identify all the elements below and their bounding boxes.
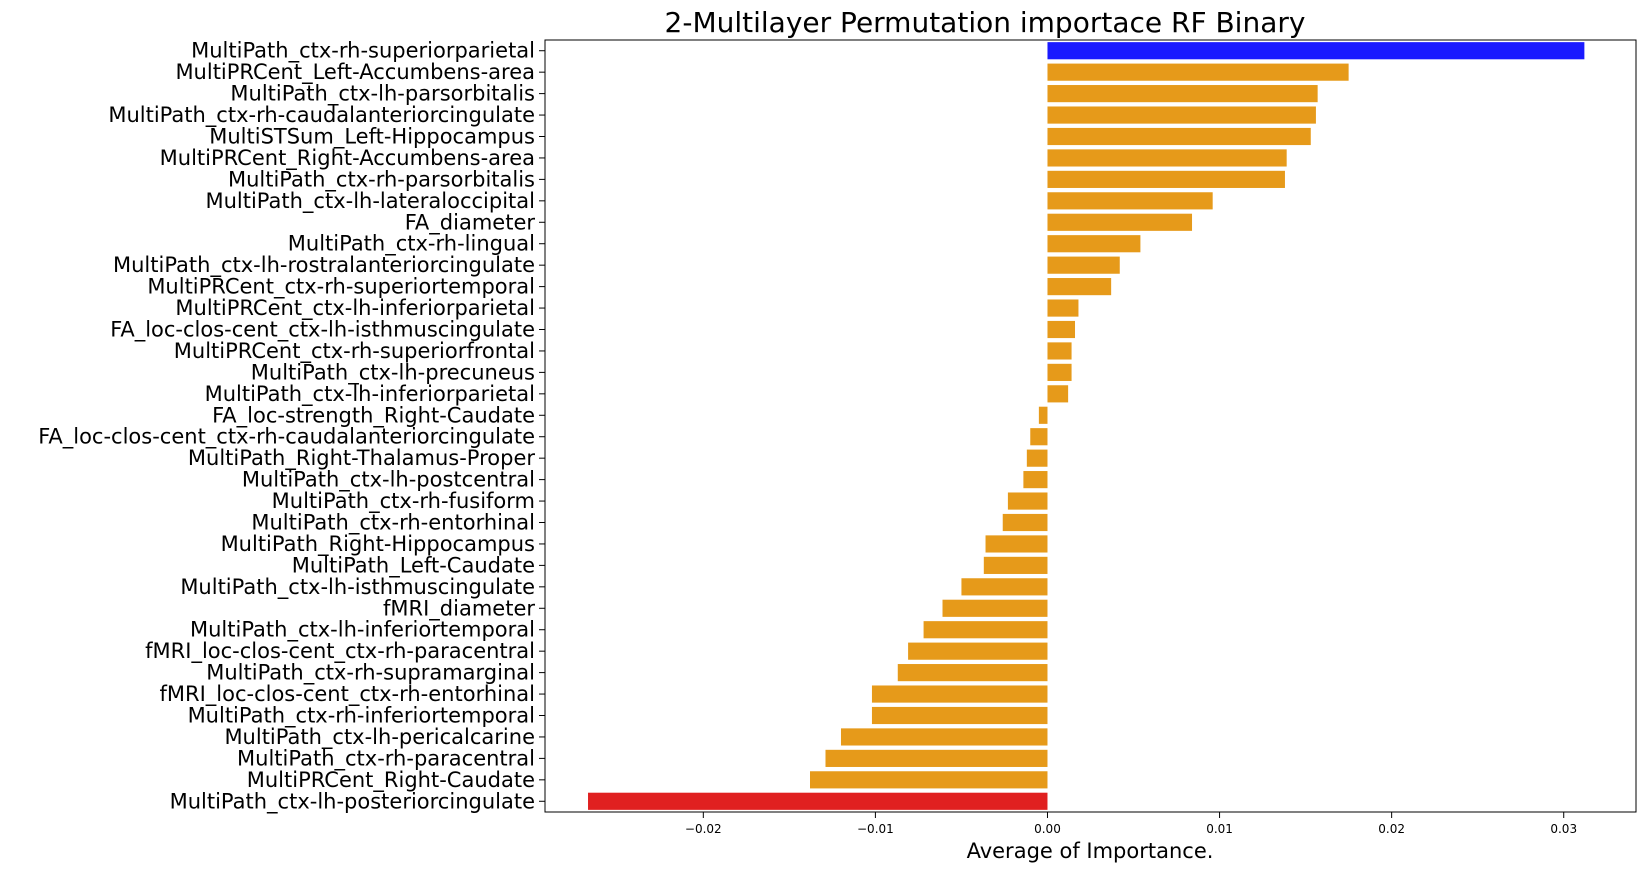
bar-6 (1047, 170, 1285, 188)
bar-1 (1047, 63, 1349, 81)
chart-title: 2-Multilayer Permutation importace RF Bi… (665, 6, 1306, 39)
bar-20 (1023, 471, 1048, 489)
y-tick-label: MultiPath_ctx-lh-rostralanteriorcingulat… (113, 253, 535, 278)
bar-7 (1047, 192, 1213, 210)
y-tick-label: MultiPath_ctx-lh-pericalcarine (224, 725, 535, 750)
bar-22 (1002, 513, 1048, 532)
y-tick-label: fMRI_loc-clos-cent_ctx-rh-paracentral (145, 639, 535, 664)
y-tick-label: MultiSTSum_Left-Hippocampus (209, 125, 535, 150)
x-tick-label: −0.01 (857, 822, 894, 836)
bar-26 (942, 599, 1048, 617)
y-tick-label: MultiPath_ctx-rh-supramarginal (206, 661, 535, 686)
y-tick-label: MultiPath_ctx-rh-parsorbitalis (228, 167, 535, 192)
x-tick-label: 0.01 (1206, 822, 1233, 836)
x-tick-label: 0.03 (1550, 822, 1577, 836)
bar-23 (985, 535, 1048, 553)
bar-3 (1047, 106, 1316, 124)
y-tick-label: MultiPath_ctx-lh-isthmuscingulate (180, 575, 535, 600)
y-tick-label: MultiPath_Right-Hippocampus (221, 532, 535, 557)
bar-30 (871, 685, 1048, 703)
y-tick-label: MultiPath_ctx-lh-postcentral (242, 468, 535, 493)
y-tick-label: FA_loc-clos-cent_ctx-rh-caudalanteriorci… (38, 425, 535, 450)
bar-12 (1047, 299, 1079, 317)
bar-13 (1047, 320, 1076, 339)
y-tick-labels: MultiPath_ctx-rh-superiorparietalMultiPR… (38, 39, 545, 814)
bar-14 (1047, 342, 1072, 360)
bar-32 (840, 728, 1048, 746)
y-tick-label: FA_loc-clos-cent_ctx-lh-isthmuscingulate (110, 318, 535, 343)
bar-2 (1047, 85, 1318, 103)
y-tick-label: FA_loc-strength_Right-Caudate (212, 403, 535, 428)
y-tick-label: MultiPath_ctx-lh-precuneus (251, 360, 535, 385)
bar-10 (1047, 256, 1120, 274)
bar-27 (923, 621, 1048, 639)
y-tick-label: MultiPRCent_ctx-lh-inferiorparietal (175, 296, 535, 321)
bar-8 (1047, 213, 1193, 231)
y-tick-label: MultiPath_ctx-lh-posteriorcingulate (170, 789, 535, 814)
y-tick-label: MultiPath_ctx-lh-lateraloccipital (205, 189, 535, 214)
y-tick-label: MultiPath_ctx-rh-entorhinal (251, 511, 535, 536)
bars-group (588, 42, 1585, 810)
y-tick-label: MultiPRCent_ctx-rh-superiortemporal (147, 275, 535, 300)
bar-0 (1047, 42, 1585, 60)
bar-33 (825, 749, 1048, 767)
y-tick-label: MultiPRCent_Right-Caudate (247, 768, 535, 793)
bar-28 (908, 642, 1048, 660)
bar-21 (1007, 492, 1048, 510)
y-tick-label: MultiPRCent_Left-Accumbens-area (175, 60, 535, 85)
bar-9 (1047, 235, 1141, 253)
y-tick-label: FA_diameter (405, 210, 536, 235)
bar-35 (588, 792, 1048, 810)
y-tick-label: MultiPath_ctx-lh-inferiorparietal (205, 382, 535, 407)
y-tick-label: MultiPRCent_Right-Accumbens-area (160, 146, 535, 171)
bar-29 (897, 664, 1048, 682)
bar-4 (1047, 127, 1311, 146)
x-tick-label: 0.00 (1034, 822, 1061, 836)
bar-24 (983, 556, 1048, 574)
x-tick-label: −0.02 (685, 822, 722, 836)
x-tick-label: 0.02 (1378, 822, 1405, 836)
y-tick-label: MultiPath_ctx-lh-parsorbitalis (230, 82, 535, 107)
plot-frame (544, 39, 1637, 813)
bar-34 (810, 771, 1048, 789)
y-tick-label: MultiPath_ctx-rh-paracentral (237, 746, 535, 771)
y-tick-label: MultiPath_ctx-rh-fusiform (272, 489, 535, 514)
x-axis-label: Average of Importance. (967, 839, 1214, 863)
bar-11 (1047, 278, 1112, 296)
y-tick-label: MultiPRCent_ctx-rh-superiorfrontal (174, 339, 535, 364)
y-tick-label: MultiPath_ctx-rh-inferiortemporal (188, 704, 535, 729)
bar-15 (1047, 363, 1072, 381)
bar-19 (1026, 449, 1048, 467)
y-tick-label: MultiPath_Left-Caudate (292, 553, 535, 578)
y-tick-label: MultiPath_ctx-rh-caudalanteriorcingulate (108, 103, 535, 128)
bar-5 (1047, 149, 1287, 167)
y-tick-label: MultiPath_ctx-lh-inferiortemporal (190, 618, 535, 643)
bar-25 (961, 578, 1048, 596)
y-tick-label: MultiPath_ctx-rh-superiorparietal (191, 39, 535, 64)
bar-16 (1047, 385, 1069, 403)
y-tick-label: fMRI_loc-clos-cent_ctx-rh-entorhinal (159, 682, 535, 707)
bar-31 (871, 706, 1048, 725)
bar-18 (1030, 428, 1048, 446)
y-tick-label: MultiPath_Right-Thalamus-Proper (188, 446, 535, 471)
bar-17 (1038, 406, 1048, 424)
y-tick-label: fMRI_diameter (383, 596, 535, 621)
y-tick-label: MultiPath_ctx-rh-lingual (288, 232, 535, 257)
x-axis-ticks: −0.02 −0.01 0.00 0.01 0.02 0.03 (685, 812, 1577, 836)
